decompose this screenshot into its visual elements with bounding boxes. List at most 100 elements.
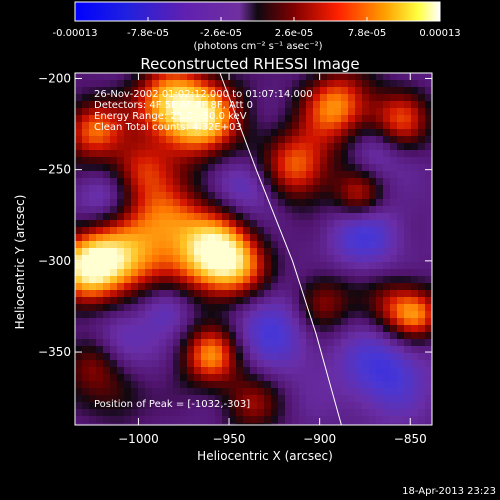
heatmap-cell	[103, 388, 110, 395]
heatmap-cell	[89, 157, 96, 164]
heatmap-cell	[194, 94, 201, 101]
heatmap-cell	[397, 101, 404, 108]
heatmap-cell	[236, 423, 243, 425]
heatmap-cell	[285, 346, 292, 353]
heatmap-cell	[271, 129, 278, 136]
colorbar-tick-label: 2.6e-05	[275, 28, 313, 39]
heatmap-cell	[271, 395, 278, 402]
heatmap-cell	[292, 409, 299, 416]
heatmap-cell	[292, 269, 299, 276]
heatmap-cell	[243, 157, 250, 164]
heatmap-cell	[278, 388, 285, 395]
heatmap-cell	[376, 94, 383, 101]
heatmap-cell	[117, 199, 124, 206]
heatmap-cell	[327, 129, 334, 136]
heatmap-cell	[327, 339, 334, 346]
heatmap-cell	[320, 157, 327, 164]
heatmap-cell	[180, 94, 187, 101]
heatmap-cell	[299, 360, 306, 367]
heatmap-cell	[243, 276, 250, 283]
heatmap-cell	[271, 178, 278, 185]
heatmap-cell	[355, 262, 362, 269]
heatmap-cell	[145, 73, 152, 80]
heatmap-cell	[257, 185, 264, 192]
heatmap-cell	[103, 94, 110, 101]
heatmap-cell	[390, 360, 397, 367]
heatmap-cell	[320, 255, 327, 262]
heatmap-cell	[257, 234, 264, 241]
heatmap-cell	[285, 339, 292, 346]
heatmap-cell	[376, 227, 383, 234]
heatmap-cell	[117, 164, 124, 171]
heatmap-cell	[75, 171, 82, 178]
heatmap-cell	[292, 276, 299, 283]
heatmap-cell	[425, 192, 432, 199]
heatmap-cell	[369, 395, 376, 402]
heatmap-cell	[383, 381, 390, 388]
heatmap-cell	[313, 192, 320, 199]
heatmap-cell	[334, 283, 341, 290]
heatmap-cell	[306, 248, 313, 255]
heatmap-cell	[418, 409, 425, 416]
heatmap-cell	[271, 101, 278, 108]
heatmap-cell	[327, 304, 334, 311]
heatmap-cell	[236, 374, 243, 381]
heatmap-cell	[250, 339, 257, 346]
heatmap-cell	[292, 283, 299, 290]
heatmap-cell	[306, 80, 313, 87]
heatmap-cell	[362, 374, 369, 381]
heatmap-cell	[201, 143, 208, 150]
heatmap-cell	[306, 157, 313, 164]
heatmap-cell	[138, 360, 145, 367]
heatmap-cell	[362, 213, 369, 220]
heatmap-cell	[250, 416, 257, 423]
heatmap-cell	[390, 304, 397, 311]
heatmap-cell	[285, 150, 292, 157]
heatmap-cell	[166, 206, 173, 213]
heatmap-cell	[355, 136, 362, 143]
heatmap-cell	[320, 129, 327, 136]
heatmap-cell	[397, 94, 404, 101]
heatmap-cell	[418, 87, 425, 94]
heatmap-cell	[117, 227, 124, 234]
heatmap-cell	[264, 374, 271, 381]
heatmap-cell	[215, 332, 222, 339]
heatmap-cell	[194, 374, 201, 381]
heatmap-cell	[313, 101, 320, 108]
heatmap-cell	[425, 94, 432, 101]
heatmap-cell	[173, 220, 180, 227]
heatmap-cell	[285, 143, 292, 150]
heatmap-cell	[138, 381, 145, 388]
heatmap-cell	[103, 318, 110, 325]
heatmap-cell	[278, 283, 285, 290]
heatmap-cell	[362, 185, 369, 192]
heatmap-cell	[187, 409, 194, 416]
heatmap-cell	[229, 80, 236, 87]
heatmap-cell	[383, 80, 390, 87]
heatmap-cell	[313, 178, 320, 185]
heatmap-cell	[334, 227, 341, 234]
heatmap-cell	[194, 409, 201, 416]
heatmap-cell	[271, 136, 278, 143]
heatmap-cell	[110, 101, 117, 108]
heatmap-cell	[173, 80, 180, 87]
heatmap-cell	[208, 409, 215, 416]
heatmap-cell	[145, 381, 152, 388]
heatmap-cell	[313, 402, 320, 409]
heatmap-cell	[229, 185, 236, 192]
heatmap-cell	[187, 220, 194, 227]
heatmap-cell	[369, 416, 376, 423]
heatmap-cell	[425, 388, 432, 395]
heatmap-cell	[236, 94, 243, 101]
heatmap-cell	[285, 318, 292, 325]
heatmap-cell	[327, 360, 334, 367]
heatmap-cell	[278, 290, 285, 297]
heatmap-cell	[208, 367, 215, 374]
heatmap-cell	[138, 311, 145, 318]
heatmap-cell	[187, 367, 194, 374]
heatmap-cell	[348, 297, 355, 304]
heatmap-cell	[355, 108, 362, 115]
heatmap-cell	[397, 311, 404, 318]
heatmap-cell	[82, 199, 89, 206]
heatmap-cell	[327, 80, 334, 87]
